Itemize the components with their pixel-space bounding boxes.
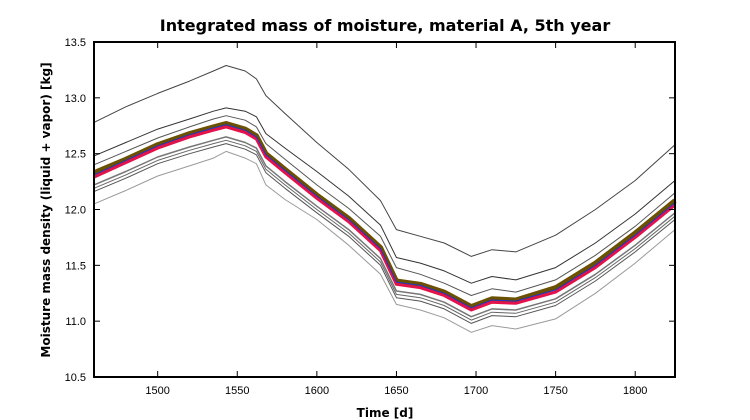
series-line-upper-2	[93, 107, 676, 284]
y-tick-label: 11.0	[65, 316, 86, 328]
x-tick-label: 1800	[623, 385, 647, 397]
series-layer	[93, 65, 677, 333]
x-tick-label: 1550	[225, 385, 249, 397]
x-axis-label: Time [d]	[357, 406, 414, 420]
series-line-lower-1	[93, 136, 676, 318]
x-tick-label: 1500	[145, 385, 169, 397]
series-line-upper-3	[93, 115, 676, 296]
ticks-layer: 1500 1550 1600 1650 1700 1750 1800 10.5 11.0 11.5…	[65, 37, 675, 397]
series-line-main-band	[93, 121, 677, 310]
y-tick-label: 13.0	[65, 93, 86, 105]
series-line-upper-1	[93, 65, 676, 257]
x-tick-label: 1750	[543, 385, 567, 397]
x-tick-label: 1700	[464, 385, 488, 397]
series-line-main-blue	[93, 124, 676, 309]
series-line-lower-4	[93, 150, 676, 333]
series-line-main-red	[93, 125, 676, 312]
x-tick-label: 1650	[384, 385, 408, 397]
plot-frame	[93, 41, 676, 378]
series-line-lower-3	[93, 143, 676, 324]
x-tick-label: 1600	[305, 385, 329, 397]
y-tick-label: 12.0	[65, 205, 86, 217]
y-tick-label: 11.5	[65, 260, 86, 272]
chart-title: Integrated mass of moisture, material A,…	[160, 16, 611, 35]
y-axis-label: Moisture mass density (liquid + vapor) […	[39, 62, 53, 357]
y-tick-label: 13.5	[65, 37, 86, 49]
y-tick-label: 10.5	[65, 372, 86, 384]
y-tick-label: 12.5	[65, 149, 86, 161]
series-line-lower-2	[93, 139, 676, 321]
